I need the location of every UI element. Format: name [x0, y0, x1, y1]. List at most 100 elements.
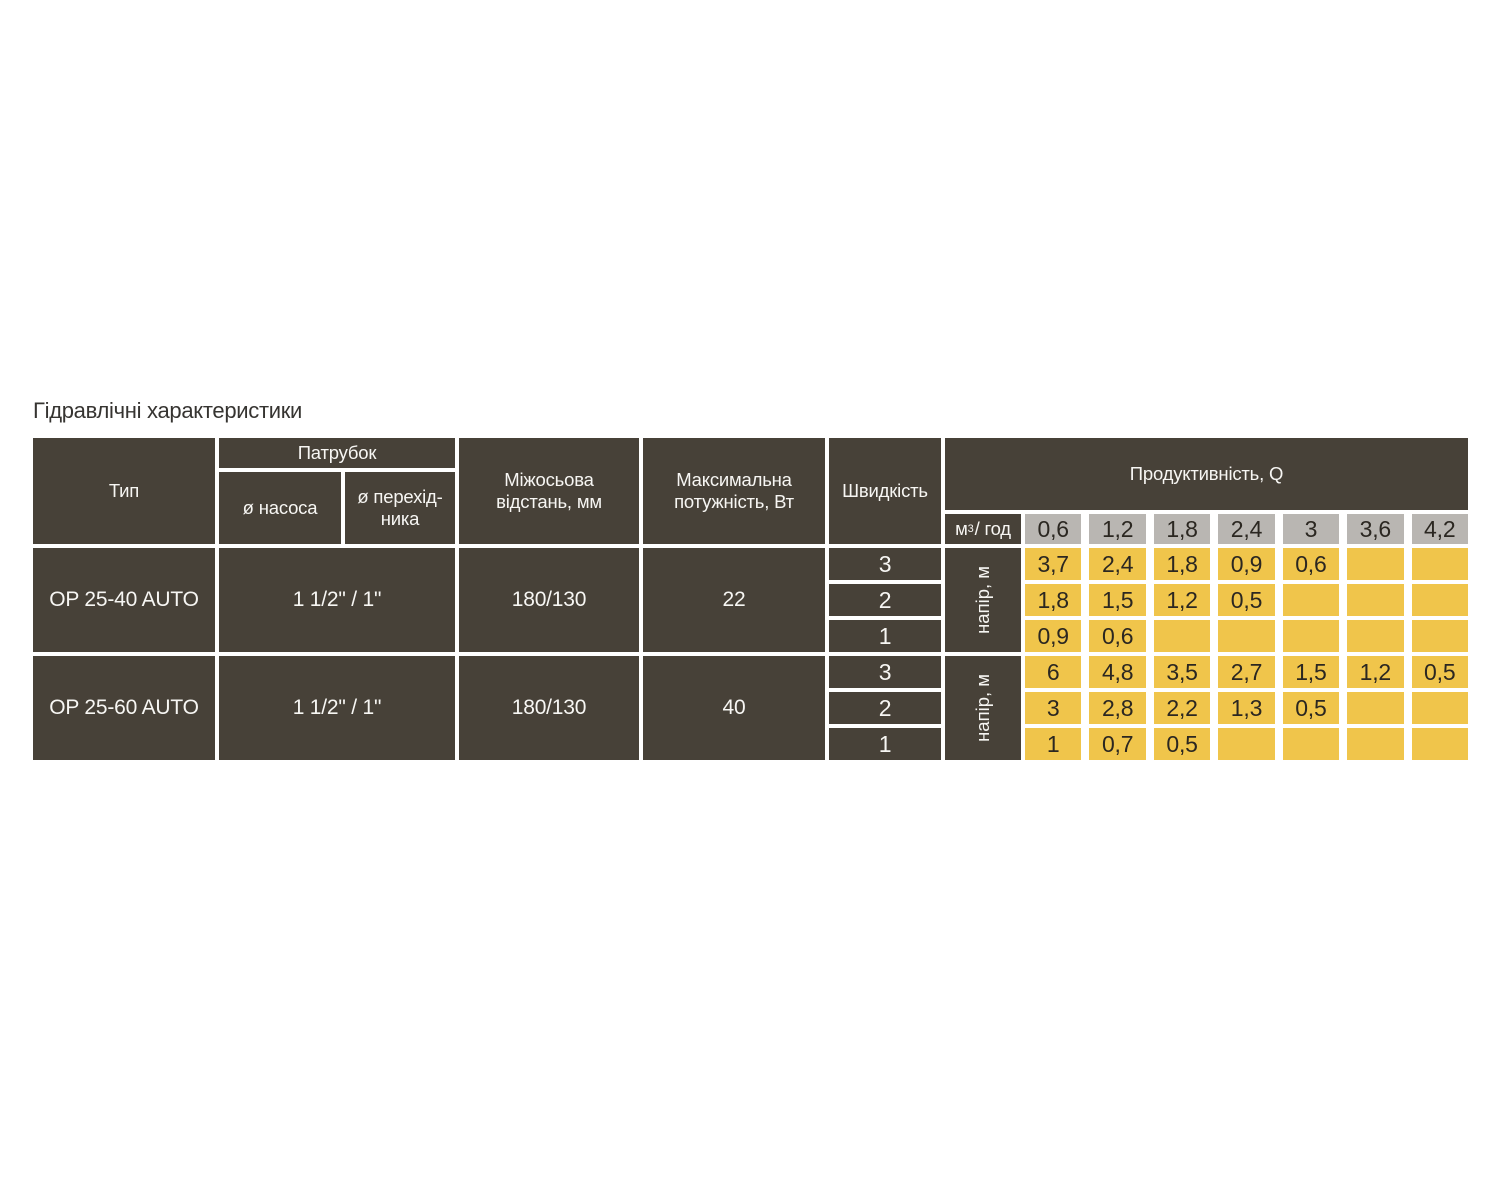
- head-value-row: 3,7 2,4 1,8 0,9 0,6: [1025, 548, 1468, 581]
- head-axis-label: напір, м: [971, 674, 993, 743]
- flow-value-cell: 3: [1282, 514, 1340, 545]
- head-value-cell: 1,2: [1347, 656, 1404, 689]
- head-value-cell: 2,4: [1089, 548, 1146, 581]
- header-productivity: Продуктивність, Q: [945, 438, 1468, 511]
- flow-value-cell: 1,2: [1089, 514, 1146, 545]
- pump-row-op-25-60: OP 25-60 AUTO 1 1/2" / 1" 180/130 40 3 2…: [33, 656, 1468, 761]
- page-title: Гідравлічні характеристики: [33, 398, 303, 423]
- head-value-cell: 0,5: [1153, 728, 1211, 761]
- head-value-cell: [1282, 728, 1340, 761]
- specs-table: Тип Патрубок ø насоса ø перехід-ника Між…: [33, 438, 1468, 761]
- head-value-cell: [1411, 728, 1468, 761]
- head-value-row: 1 0,7 0,5: [1025, 728, 1468, 761]
- head-value-cell: [1218, 620, 1275, 653]
- head-value-cell: [1411, 692, 1468, 725]
- head-values-group: напір, м 3,7 2,4 1,8 0,9 0,6: [945, 548, 1468, 653]
- head-value-cell: [1347, 692, 1404, 725]
- flow-value-cell: 1,8: [1153, 514, 1211, 545]
- head-value-cell: [1411, 584, 1468, 617]
- table-header: Тип Патрубок ø насоса ø перехід-ника Між…: [33, 438, 1468, 545]
- head-value-cell: 0,9: [1218, 548, 1275, 581]
- head-value-cell: 1,5: [1282, 656, 1340, 689]
- head-value-cell: [1411, 548, 1468, 581]
- flow-value-cell: 4,2: [1411, 514, 1468, 545]
- head-value-cell: 4,8: [1089, 656, 1146, 689]
- patrubok-value-cell: 1 1/2" / 1": [219, 656, 455, 761]
- head-axis-cell: напір, м: [945, 548, 1021, 653]
- speed-cell: 1: [829, 728, 941, 761]
- head-value-row: 3 2,8 2,2 1,3 0,5: [1025, 692, 1468, 725]
- head-value-cell: [1347, 620, 1404, 653]
- head-value-cell: [1282, 620, 1340, 653]
- head-value-rows: 6 4,8 3,5 2,7 1,5 1,2 0,5 3 2,8 2,2: [1025, 656, 1468, 761]
- speed-cell: 3: [829, 656, 941, 689]
- header-adapter-diameter: ø перехід-ника: [345, 472, 455, 545]
- flow-value-cell: 0,6: [1025, 514, 1082, 545]
- max-power-cell: 22: [643, 548, 825, 653]
- speed-cell: 3: [829, 548, 941, 581]
- speed-column: 3 2 1: [829, 548, 941, 653]
- head-value-cell: 0,9: [1025, 620, 1082, 653]
- flow-unit-base: м: [955, 517, 968, 539]
- head-value-row: 6 4,8 3,5 2,7 1,5 1,2 0,5: [1025, 656, 1468, 689]
- head-value-cell: 0,5: [1282, 692, 1340, 725]
- head-value-cell: [1218, 728, 1275, 761]
- head-axis-cell: напір, м: [945, 656, 1021, 761]
- speed-cell: 2: [829, 584, 941, 617]
- head-value-cell: 2,2: [1153, 692, 1211, 725]
- pump-type-cell: OP 25-40 AUTO: [33, 548, 215, 653]
- head-value-cell: [1153, 620, 1211, 653]
- head-value-row: 0,9 0,6: [1025, 620, 1468, 653]
- head-value-cell: 0,5: [1411, 656, 1468, 689]
- center-distance-cell: 180/130: [459, 548, 639, 653]
- head-value-cell: 1,8: [1025, 584, 1082, 617]
- head-value-cell: 3,5: [1153, 656, 1211, 689]
- head-value-cell: 1,3: [1218, 692, 1275, 725]
- head-value-cell: [1411, 620, 1468, 653]
- flow-unit-cell: м 3/ год: [945, 514, 1021, 545]
- head-value-cell: [1282, 584, 1340, 617]
- patrubok-value-cell: 1 1/2" / 1": [219, 548, 455, 653]
- head-values-group: напір, м 6 4,8 3,5 2,7 1,5 1,2 0,5: [945, 656, 1468, 761]
- header-max-power: Максимальна потужність, Вт: [643, 438, 825, 545]
- header-pump-diameter: ø насоса: [219, 472, 341, 545]
- header-speed: Швидкість: [829, 438, 941, 545]
- head-value-cell: [1347, 728, 1404, 761]
- flow-unit-rest: / год: [974, 517, 1012, 539]
- flow-rate-header-row: м 3/ год 0,6 1,2 1,8 2,4 3 3,6 4,2: [945, 514, 1468, 545]
- speed-cell: 1: [829, 620, 941, 653]
- head-value-cell: 0,7: [1089, 728, 1146, 761]
- head-axis-label: напір, м: [971, 566, 993, 635]
- head-value-cell: 1,5: [1089, 584, 1146, 617]
- head-value-cell: 6: [1025, 656, 1082, 689]
- head-value-row: 1,8 1,5 1,2 0,5: [1025, 584, 1468, 617]
- flow-value-cells: 0,6 1,2 1,8 2,4 3 3,6 4,2: [1025, 514, 1468, 545]
- head-value-cell: 2,7: [1218, 656, 1275, 689]
- head-value-cell: 2,8: [1089, 692, 1146, 725]
- header-productivity-group: Продуктивність, Q м 3/ год 0,6 1,2 1,8 2,…: [945, 438, 1468, 545]
- head-value-cell: 3,7: [1025, 548, 1082, 581]
- header-type: Тип: [33, 438, 215, 545]
- header-patrubok-group: Патрубок ø насоса ø перехід-ника: [219, 438, 455, 545]
- pump-type-cell: OP 25-60 AUTO: [33, 656, 215, 761]
- header-patrubok: Патрубок: [219, 438, 455, 469]
- speed-column: 3 2 1: [829, 656, 941, 761]
- head-value-cell: 0,5: [1218, 584, 1275, 617]
- speed-cell: 2: [829, 692, 941, 725]
- header-center-distance: Міжосьова відстань, мм: [459, 438, 639, 545]
- head-value-rows: 3,7 2,4 1,8 0,9 0,6 1,8 1,5 1,2: [1025, 548, 1468, 653]
- head-value-cell: 0,6: [1089, 620, 1146, 653]
- hydraulic-specs-section: Гідравлічні характеристики Тип Патрубок …: [33, 398, 1468, 761]
- center-distance-cell: 180/130: [459, 656, 639, 761]
- head-value-cell: 0,6: [1282, 548, 1340, 581]
- max-power-cell: 40: [643, 656, 825, 761]
- flow-value-cell: 3,6: [1347, 514, 1404, 545]
- head-value-cell: 1: [1025, 728, 1082, 761]
- flow-value-cell: 2,4: [1218, 514, 1275, 545]
- header-patrubok-subrow: ø насоса ø перехід-ника: [219, 472, 455, 545]
- head-value-cell: [1347, 584, 1404, 617]
- head-value-cell: 1,8: [1153, 548, 1211, 581]
- head-value-cell: [1347, 548, 1404, 581]
- pump-row-op-25-40: OP 25-40 AUTO 1 1/2" / 1" 180/130 22 3 2…: [33, 548, 1468, 653]
